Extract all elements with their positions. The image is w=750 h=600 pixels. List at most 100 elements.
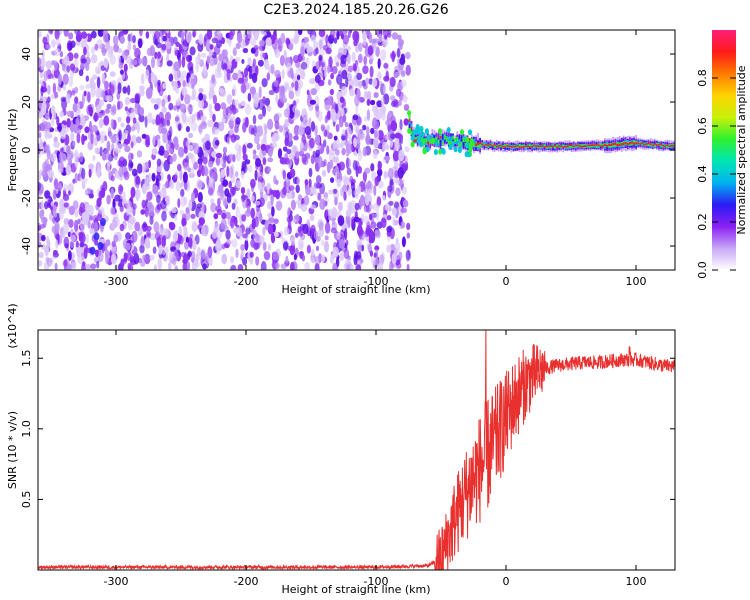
- noise-speckle: [40, 223, 45, 229]
- noise-speckle: [65, 164, 72, 176]
- noise-speckle: [214, 67, 221, 79]
- signal-band-segment: [660, 144, 662, 147]
- noise-speckle: [327, 208, 333, 216]
- signal-blob: [420, 131, 425, 138]
- noise-speckle: [330, 177, 335, 184]
- noise-speckle: [84, 189, 89, 196]
- noise-speckle: [281, 69, 285, 80]
- noise-speckle: [353, 216, 361, 223]
- noise-speckle: [314, 157, 319, 164]
- noise-speckle: [70, 131, 75, 142]
- signal-band-segment: [572, 145, 575, 148]
- noise-speckle: [152, 184, 159, 195]
- noise-speckle: [289, 244, 296, 256]
- noise-speckle: [40, 200, 44, 211]
- noise-speckle: [168, 102, 174, 111]
- noise-speckle: [38, 241, 42, 248]
- noise-speckle: [192, 239, 197, 251]
- signal-blob: [465, 136, 470, 143]
- signal-band-segment: [425, 138, 427, 143]
- noise-speckle: [157, 150, 164, 156]
- signal-blob: [416, 128, 421, 135]
- noise-speckle: [139, 30, 143, 37]
- noise-speckle: [401, 186, 408, 195]
- noise-speckle: [291, 145, 298, 154]
- noise-speckle: [41, 209, 45, 216]
- noise-speckle: [134, 103, 141, 115]
- noise-speckle: [117, 82, 122, 95]
- signal-band-segment: [458, 143, 461, 148]
- signal-band-segment: [508, 145, 511, 148]
- signal-blob: [468, 129, 473, 136]
- noise-speckle: [75, 240, 79, 248]
- signal-band-segment: [454, 138, 457, 142]
- signal-band-segment: [635, 142, 637, 145]
- noise-speckle: [115, 217, 121, 228]
- noise-speckle: [398, 133, 403, 141]
- noise-speckle: [133, 252, 140, 265]
- noise-speckle: [343, 263, 347, 270]
- noise-speckle: [191, 257, 195, 263]
- noise-speckle: [300, 46, 305, 57]
- noise-speckle: [373, 252, 377, 258]
- noise-speckle: [209, 44, 214, 50]
- noise-speckle: [128, 264, 134, 270]
- noise-speckle: [69, 63, 76, 71]
- noise-speckle: [259, 212, 263, 223]
- noise-speckle: [375, 46, 380, 57]
- noise-speckle: [336, 74, 343, 85]
- noise-speckle: [340, 86, 348, 96]
- noise-speckle: [330, 227, 337, 234]
- signal-band-segment: [616, 143, 619, 147]
- noise-speckle: [230, 264, 237, 270]
- noise-speckle: [270, 193, 274, 206]
- noise-speckle: [365, 224, 372, 236]
- noise-speckle: [262, 105, 266, 117]
- noise-speckle: [144, 237, 150, 249]
- noise-speckle: [181, 70, 188, 79]
- noise-speckle: [385, 203, 390, 211]
- noise-speckle: [135, 175, 141, 185]
- noise-speckle: [288, 132, 293, 142]
- noise-speckle: [178, 226, 183, 236]
- noise-speckle: [127, 218, 134, 231]
- noise-speckle: [390, 120, 398, 132]
- noise-speckle: [145, 134, 150, 146]
- noise-speckle: [38, 252, 44, 259]
- noise-speckle: [309, 99, 316, 105]
- noise-speckle: [362, 171, 367, 182]
- noise-speckle: [62, 73, 69, 86]
- noise-speckle: [377, 168, 383, 177]
- noise-speckle: [141, 56, 148, 67]
- noise-speckle: [104, 80, 109, 90]
- noise-speckle: [232, 154, 236, 163]
- noise-speckle: [115, 147, 121, 154]
- noise-speckle: [289, 168, 296, 178]
- noise-speckle: [81, 93, 85, 105]
- signal-band-segment: [558, 144, 561, 147]
- signal-band-segment: [556, 146, 558, 148]
- noise-speckle: [106, 103, 112, 109]
- noise-speckle: [57, 124, 62, 132]
- noise-speckle: [241, 59, 245, 64]
- noise-speckle: [237, 102, 241, 110]
- noise-speckle: [339, 252, 345, 261]
- noise-speckle: [179, 209, 184, 216]
- noise-speckle: [79, 152, 84, 163]
- signal-band-segment: [520, 146, 523, 149]
- noise-speckle: [195, 61, 199, 73]
- noise-speckle: [331, 66, 338, 75]
- noise-speckle: [242, 233, 248, 239]
- colorbar-tick-label: 0.0: [696, 261, 709, 279]
- noise-speckle: [362, 37, 367, 47]
- noise-speckle: [355, 103, 359, 115]
- signal-band-segment: [593, 144, 596, 146]
- signal-band-segment: [410, 130, 413, 135]
- noise-speckle: [182, 254, 190, 263]
- noise-speckle: [220, 156, 224, 166]
- noise-speckle: [235, 206, 240, 218]
- noise-speckle: [335, 61, 340, 67]
- signal-band-segment: [562, 144, 565, 148]
- signal-blob: [426, 134, 431, 141]
- noise-speckle: [177, 97, 182, 106]
